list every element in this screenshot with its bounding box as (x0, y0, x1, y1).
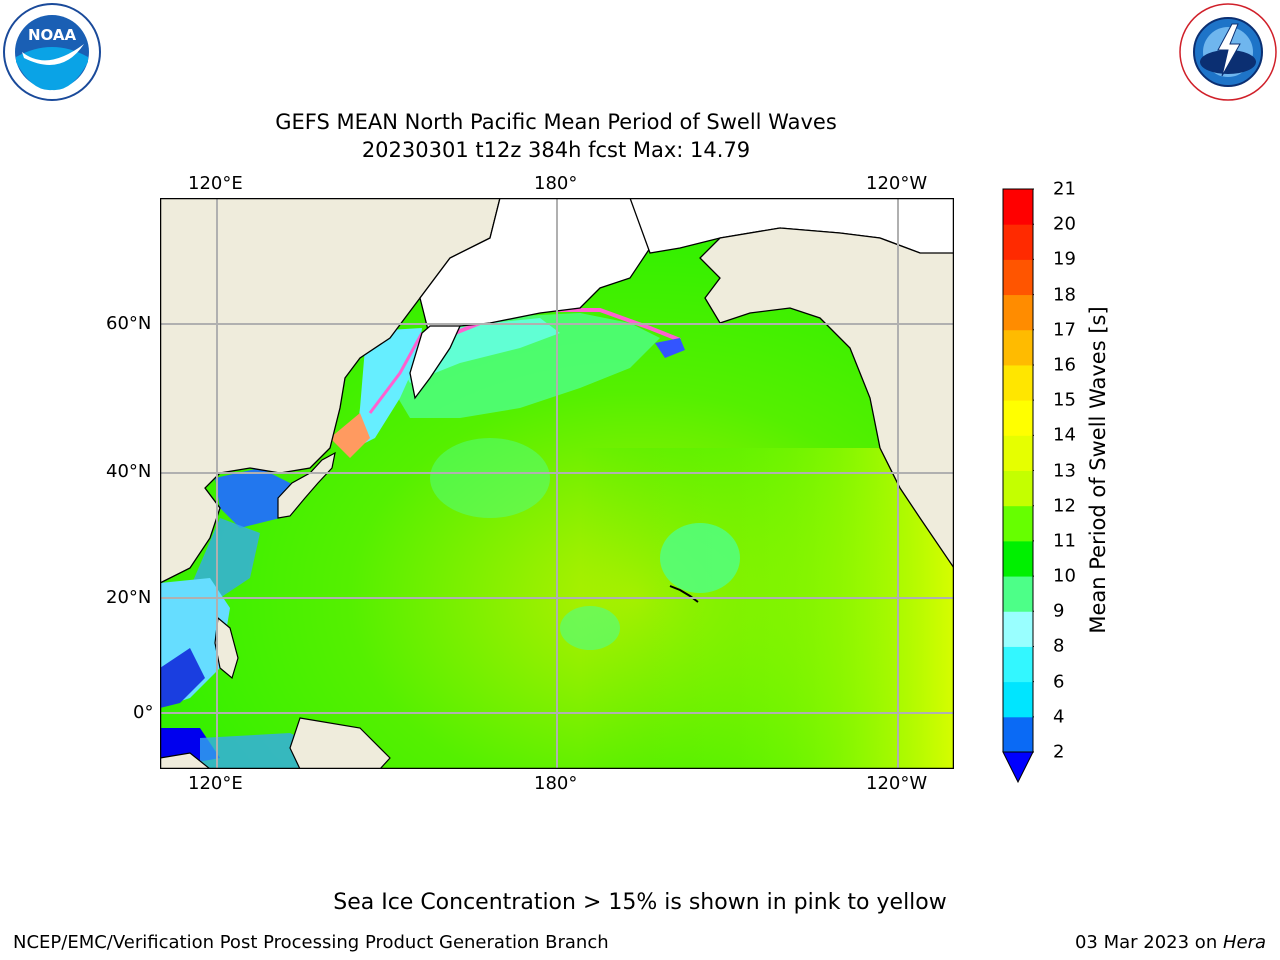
colorbar-tick-label: 13 (1053, 460, 1076, 481)
colorbar-segment (1003, 259, 1033, 296)
noaa-logo: NOAA (2, 2, 102, 102)
colorbar-segment (1003, 611, 1033, 647)
colorbar-tick-label: 17 (1053, 319, 1076, 341)
svg-text:NOAA: NOAA (28, 26, 77, 44)
east-china-sea (190, 518, 260, 598)
map-panel (159, 197, 955, 770)
colorbar-tick-label: 20 (1053, 213, 1076, 235)
colorbar-tick-label: 9 (1053, 600, 1065, 622)
lon-tick-bottom: 180° (534, 773, 578, 794)
colorbar-segment (1003, 400, 1033, 436)
philippines (214, 616, 239, 680)
footer-machine: Hera (1222, 932, 1266, 953)
colorbar (1002, 188, 1039, 784)
colorbar-segment (1003, 716, 1033, 753)
colorbar-segment (1003, 576, 1033, 612)
nws-logo (1178, 2, 1278, 102)
colorbar-tick-label: 15 (1053, 389, 1076, 411)
colorbar-segment (1003, 224, 1033, 260)
south-china-sea-deep (160, 648, 205, 708)
ocean-field-east (580, 448, 954, 769)
colorbar-segment (1003, 681, 1033, 718)
swell-patch (560, 606, 620, 650)
lon-tick-bottom: 120°E (188, 773, 243, 794)
colorbar-segment (1003, 189, 1033, 225)
colorbar-tick-label: 21 (1053, 178, 1076, 200)
lat-tick: 40°N (106, 461, 152, 482)
colorbar-segment (1003, 540, 1033, 577)
footer-credit: NCEP/EMC/Verification Post Processing Pr… (13, 932, 609, 953)
lat-tick: 0° (133, 702, 154, 723)
colorbar-tick-label: 10 (1053, 565, 1076, 587)
sea-ice-note: Sea Ice Concentration > 15% is shown in … (333, 890, 947, 915)
colorbar-label: Mean Period of Swell Waves [s] (1086, 306, 1110, 634)
japan (277, 451, 336, 519)
lon-tick-bottom: 120°W (866, 773, 928, 794)
colorbar-segment (1003, 294, 1033, 331)
colorbar-segment (1003, 646, 1033, 683)
plot-subtitle: 20230301 t12z 384h fcst Max: 14.79 (361, 138, 751, 162)
colorbar-tick-label: 12 (1053, 495, 1076, 517)
lon-tick-top: 120°E (188, 173, 243, 194)
colorbar-tick-label: 18 (1053, 284, 1076, 306)
lat-tick: 60°N (106, 313, 152, 334)
lon-tick-top: 180° (534, 173, 578, 194)
colorbar-segment (1003, 435, 1033, 471)
map-frame (159, 197, 955, 770)
colorbar-tick-label: 16 (1053, 354, 1076, 376)
colorbar-tick-label: 19 (1053, 248, 1076, 270)
colorbar-under-arrow (1002, 751, 1034, 784)
colorbar-segment (1003, 470, 1033, 507)
colorbar-tick-label: 6 (1053, 671, 1065, 693)
colorbar-segment (1003, 364, 1033, 401)
graticule (160, 198, 954, 769)
lon-tick-top: 120°W (866, 173, 928, 194)
alaska-inlet (655, 338, 685, 358)
footer-date-text: 03 Mar 2023 on (1074, 932, 1223, 953)
colorbar-tick-label: 2 (1053, 741, 1065, 763)
sea-ice-edge (330, 413, 370, 458)
swell-patch (660, 523, 740, 593)
colorbar-tick-label: 14 (1053, 424, 1076, 446)
footer-date: 03 Mar 2023 on Hera (1075, 932, 1266, 953)
swell-patch (430, 438, 550, 518)
colorbar-tick-label: 11 (1053, 530, 1076, 552)
colorbar-tick-label: 4 (1053, 706, 1065, 728)
lat-tick: 20°N (106, 587, 152, 608)
plot-title: GEFS MEAN North Pacific Mean Period of S… (275, 110, 837, 134)
colorbar-segment (1003, 329, 1033, 366)
kamchatka (409, 325, 462, 400)
sea-ice-edge (368, 332, 424, 414)
sea-ice-edge (429, 308, 681, 345)
colorbar-segment (1003, 505, 1033, 542)
colorbar-tick-label: 8 (1053, 635, 1065, 657)
